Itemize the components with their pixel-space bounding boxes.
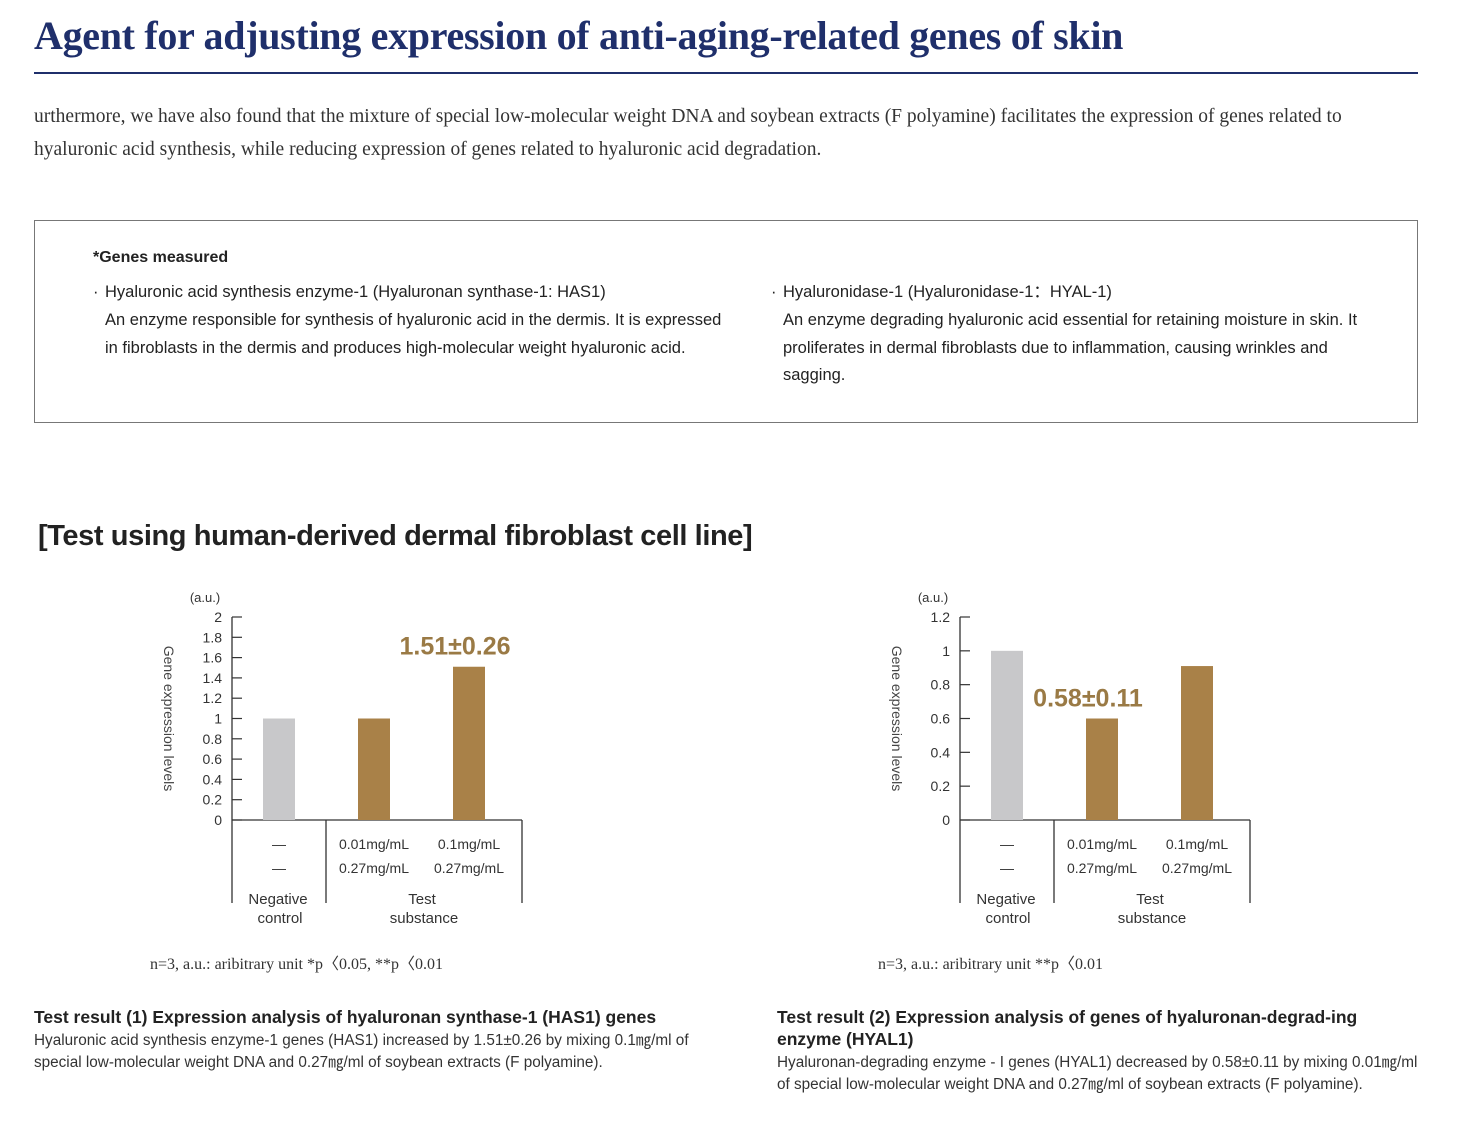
y-tick-label: 0.8 xyxy=(931,677,951,693)
value-annotation: 0.58±0.11 xyxy=(1033,685,1143,713)
group-label: Negative xyxy=(976,891,1035,908)
y-tick-label: 2 xyxy=(214,609,222,625)
y-axis-title: Gene expression levels xyxy=(161,646,177,792)
y-tick-label: 1.2 xyxy=(931,609,951,625)
genes-measured-heading: *Genes measured xyxy=(93,249,229,266)
table-cell: 0.01mg/mL xyxy=(1067,836,1137,852)
y-tick-label: 1 xyxy=(214,711,222,727)
chart-footnote: n=3, a.u.: aribitrary unit *p〈0.05, **p〈… xyxy=(150,956,443,973)
group-label: control xyxy=(257,910,302,927)
y-tick-label: 0.2 xyxy=(203,792,223,808)
gene-name: Hyaluronic acid synthesis enzyme-1 (Hyal… xyxy=(93,281,733,303)
group-label: Negative xyxy=(248,891,307,908)
bar xyxy=(1086,718,1118,820)
y-tick-label: 0.2 xyxy=(931,778,951,794)
page-title: Agent for adjusting expression of anti-a… xyxy=(34,13,1124,58)
group-label: Test xyxy=(1136,891,1164,908)
title-divider xyxy=(34,72,1418,74)
gene-entry-has1: Hyaluronic acid synthesis enzyme-1 (Hyal… xyxy=(93,281,733,362)
gene-name: Hyaluronidase-1 (Hyaluronidase-1：HYAL-1) xyxy=(771,281,1371,303)
table-cell: 0.01mg/mL xyxy=(339,836,409,852)
y-tick-label: 0.6 xyxy=(931,711,951,727)
test-result-2: Test result (2) Expression analysis of g… xyxy=(777,1006,1422,1096)
unit-label: (a.u.) xyxy=(190,590,220,605)
bar xyxy=(1181,666,1213,820)
table-cell: — xyxy=(1000,860,1014,876)
table-cell: — xyxy=(272,836,286,852)
bar xyxy=(991,650,1023,820)
result-body: Hyaluronic acid synthesis enzyme-1 genes… xyxy=(34,1032,689,1071)
table-cell: 0.27mg/mL xyxy=(1162,860,1232,876)
chart-has1: (a.u.) Gene expression levels 0 0.2 0.4 0.6 0.… xyxy=(161,590,523,927)
y-tick-label: 1.2 xyxy=(203,690,223,706)
gene-description: An enzyme responsible for synthesis of h… xyxy=(105,311,722,357)
table-cell: 0.27mg/mL xyxy=(1067,860,1137,876)
group-label: control xyxy=(985,910,1030,927)
section-heading: [Test using human-derived dermal fibrobl… xyxy=(38,520,753,552)
y-tick-label: 1.8 xyxy=(203,629,223,645)
bar xyxy=(453,666,485,820)
table-cell: — xyxy=(1000,836,1014,852)
table-cell: 0.27mg/mL xyxy=(339,860,409,876)
y-tick-label: 1.4 xyxy=(203,670,223,686)
gene-description: An enzyme degrading hyaluronic acid esse… xyxy=(783,311,1358,384)
test-result-1: Test result (1) Expression analysis of h… xyxy=(34,1006,689,1074)
intro-paragraph: urthermore, we have also found that the … xyxy=(34,106,1342,160)
y-tick-label: 0.4 xyxy=(203,771,223,787)
table-cell: 0.1mg/mL xyxy=(438,836,500,852)
result-heading: Test result (2) Expression analysis of g… xyxy=(777,1007,1358,1049)
chart-hyal1: (a.u.) Gene expression levels 0 0.2 0.4 0.6 0.… xyxy=(889,590,1251,927)
unit-label: (a.u.) xyxy=(918,590,948,605)
table-cell: 0.27mg/mL xyxy=(434,860,504,876)
group-label: substance xyxy=(390,910,458,927)
group-label: Test xyxy=(408,891,436,908)
genes-measured-box: *Genes measured Hyaluronic acid synthesi… xyxy=(34,220,1418,423)
y-tick-label: 0.4 xyxy=(931,744,951,760)
group-label: substance xyxy=(1118,910,1186,927)
y-tick-label: 1.6 xyxy=(203,650,223,666)
y-tick-label: 1 xyxy=(942,643,950,659)
y-tick-label: 0.6 xyxy=(203,751,223,767)
table-cell: — xyxy=(272,860,286,876)
bar xyxy=(358,718,390,820)
chart-footnote: n=3, a.u.: aribitrary unit **p〈0.01 xyxy=(878,956,1103,973)
y-axis-title: Gene expression levels xyxy=(889,646,905,792)
y-tick-label: 0 xyxy=(942,812,950,828)
gene-entry-hyal1: Hyaluronidase-1 (Hyaluronidase-1：HYAL-1)… xyxy=(771,281,1371,390)
result-body: Hyaluronan-degrading enzyme - I genes (H… xyxy=(777,1054,1418,1093)
y-tick-label: 0.8 xyxy=(203,731,223,747)
table-cell: 0.1mg/mL xyxy=(1166,836,1228,852)
y-tick-label: 0 xyxy=(214,812,222,828)
value-annotation: 1.51±0.26 xyxy=(399,633,510,661)
result-heading: Test result (1) Expression analysis of h… xyxy=(34,1007,657,1027)
bar xyxy=(263,718,295,820)
